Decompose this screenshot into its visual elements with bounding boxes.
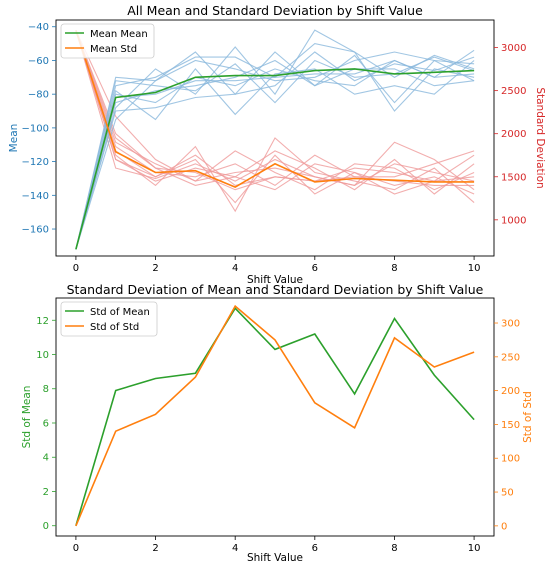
- y-axis-ticks-right: 0 50 100 150 200 250 300: [494, 319, 520, 532]
- series-lines-group: [75, 30, 475, 250]
- plot-area-frame: [55, 297, 495, 537]
- run-std-line: [75, 30, 475, 191]
- run-mean-line: [75, 60, 475, 250]
- y2-tick-label: 300: [501, 319, 520, 330]
- y2-tick-label: 0: [501, 521, 507, 532]
- y-tick-label: 12: [36, 316, 49, 327]
- y2-tick-label: 50: [501, 488, 514, 499]
- y2-tick-label: 2500: [501, 86, 526, 97]
- bottom-chart-panel: Standard Deviation of Mean and Standard …: [21, 282, 534, 564]
- x-tick-label: 4: [232, 543, 238, 554]
- y-tick-label: 4: [43, 453, 49, 464]
- x-axis-label: Shift Value: [247, 274, 303, 286]
- legend-box: [60, 23, 155, 59]
- y-axis-ticks-left: −40 −60 −80 −100 −120 −140 −160: [22, 22, 56, 236]
- y-axis-label-right: Standard Deviation: [534, 87, 546, 188]
- y2-tick-label: 250: [501, 352, 520, 363]
- x-axis-ticks: 0 2 4 6 8 10: [73, 256, 481, 274]
- y-tick-label: −120: [22, 157, 49, 168]
- series-line: [75, 307, 475, 526]
- run-std-line: [75, 30, 475, 195]
- chart-title: All Mean and Standard Deviation by Shift…: [127, 3, 423, 18]
- y-tick-label: 8: [43, 384, 49, 395]
- x-axis-ticks: 0 2 4 6 8 10: [73, 536, 481, 554]
- run-mean-line: [75, 29, 475, 250]
- y2-tick-label: 150: [501, 420, 520, 431]
- y-tick-label: −60: [28, 56, 49, 67]
- series-lines-group: [75, 304, 475, 527]
- y-axis-ticks-right: 1000 1500 2000 2500 3000: [494, 43, 526, 226]
- run-std-line: [75, 30, 475, 187]
- x-tick-label: 0: [73, 543, 79, 554]
- x-tick-label: 2: [152, 263, 158, 274]
- individual-runs-group: [75, 29, 475, 250]
- y-tick-label: 2: [43, 487, 49, 498]
- x-tick-label: 10: [468, 543, 481, 554]
- y2-tick-label: 3000: [501, 43, 526, 54]
- x-tick-label: 8: [391, 543, 397, 554]
- y-tick-label: 0: [43, 521, 49, 532]
- x-tick-label: 10: [468, 263, 481, 274]
- y-axis-label-right: Std of Std: [522, 391, 534, 443]
- y-tick-label: −100: [22, 123, 49, 134]
- run-std-line: [75, 30, 475, 186]
- x-tick-label: 2: [152, 543, 158, 554]
- y-tick-label: −160: [22, 225, 49, 236]
- y-axis-ticks-left: 0 2 4 6 8 10 12: [36, 316, 56, 532]
- legend-box: [60, 301, 158, 337]
- x-tick-label: 6: [312, 263, 318, 274]
- y-tick-label: −40: [28, 22, 49, 33]
- plot-area-frame: [55, 19, 495, 257]
- y-tick-label: 6: [43, 418, 49, 429]
- y-tick-label: −140: [22, 191, 49, 202]
- x-tick-label: 6: [312, 543, 318, 554]
- x-tick-label: 4: [232, 263, 238, 274]
- x-axis-label: Shift Value: [247, 552, 303, 564]
- y2-tick-label: 200: [501, 386, 520, 397]
- y2-tick-label: 100: [501, 454, 520, 465]
- run-mean-line: [75, 56, 475, 250]
- y-tick-label: 10: [36, 350, 49, 361]
- top-chart-panel: All Mean and Standard Deviation by Shift…: [8, 3, 546, 286]
- legend-label: Std of Std: [90, 322, 139, 333]
- chart-title: Standard Deviation of Mean and Standard …: [67, 282, 484, 297]
- legend-label: Std of Mean: [90, 307, 150, 318]
- series-line: [75, 30, 475, 188]
- series-line: [75, 68, 475, 250]
- legend: Std of Mean Std of Std: [60, 301, 158, 337]
- run-std-line: [75, 30, 475, 186]
- y-tick-label: −80: [28, 90, 49, 101]
- legend: Mean Mean Mean Std: [60, 23, 155, 59]
- legend-label: Mean Mean: [90, 29, 148, 40]
- y2-tick-label: 2000: [501, 129, 526, 140]
- y2-tick-label: 1000: [501, 215, 526, 226]
- series-line: [75, 304, 475, 527]
- run-std-line: [75, 30, 475, 195]
- x-tick-label: 0: [73, 263, 79, 274]
- x-tick-label: 8: [391, 263, 397, 274]
- y2-tick-label: 1500: [501, 172, 526, 183]
- run-mean-line: [75, 51, 475, 250]
- legend-label: Mean Std: [90, 44, 137, 55]
- y-axis-label-left: Mean: [8, 124, 20, 153]
- y-axis-label-left: Std of Mean: [21, 386, 33, 449]
